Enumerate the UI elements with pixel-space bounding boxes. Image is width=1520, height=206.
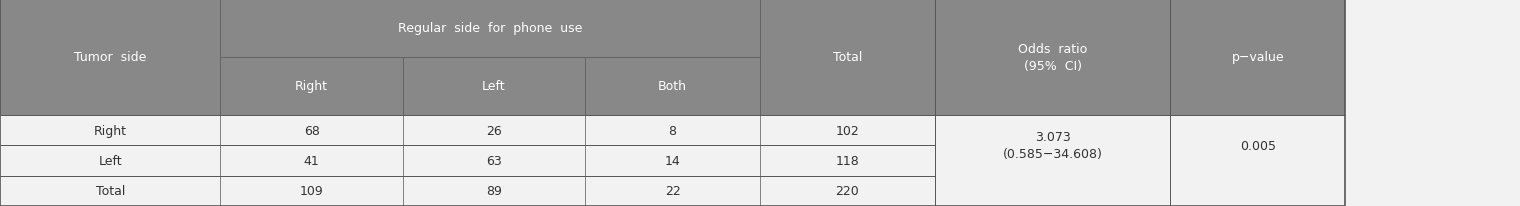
Text: Right: Right	[94, 124, 126, 137]
Bar	[0, 176, 935, 206]
Text: 41: 41	[304, 154, 319, 167]
Text: 68: 68	[304, 124, 319, 137]
Text: Total: Total	[96, 184, 125, 197]
Bar	[0, 0, 220, 115]
Text: 8: 8	[669, 124, 676, 137]
Text: 0.005: 0.005	[1240, 139, 1275, 152]
Bar	[220, 0, 760, 58]
Text: 22: 22	[664, 184, 681, 197]
Text: 118: 118	[836, 154, 859, 167]
Bar	[935, 176, 1345, 206]
Bar	[935, 0, 1170, 115]
Text: 3.073
(0.585−34.608): 3.073 (0.585−34.608)	[1003, 131, 1102, 160]
Bar	[0, 115, 935, 146]
Bar	[403, 58, 585, 115]
Text: 89: 89	[486, 184, 502, 197]
Text: 102: 102	[836, 124, 859, 137]
Text: Odds  ratio
(95%  CI): Odds ratio (95% CI)	[1018, 43, 1087, 73]
Text: 220: 220	[836, 184, 859, 197]
Text: Left: Left	[99, 154, 122, 167]
Bar	[760, 0, 935, 115]
Text: Both: Both	[658, 80, 687, 93]
Text: Tumor  side: Tumor side	[74, 51, 146, 64]
Bar	[0, 146, 935, 176]
Bar	[935, 146, 1345, 176]
Bar	[220, 58, 403, 115]
Bar	[1170, 0, 1345, 115]
Text: 26: 26	[486, 124, 502, 137]
Text: Right: Right	[295, 80, 328, 93]
Text: Left: Left	[482, 80, 506, 93]
Text: p−value: p−value	[1231, 51, 1284, 64]
Text: 63: 63	[486, 154, 502, 167]
Text: Regular  side  for  phone  use: Regular side for phone use	[398, 22, 582, 35]
Bar	[935, 115, 1345, 146]
Bar	[585, 58, 760, 115]
Text: 109: 109	[299, 184, 324, 197]
Text: Total: Total	[833, 51, 862, 64]
Text: 14: 14	[664, 154, 681, 167]
